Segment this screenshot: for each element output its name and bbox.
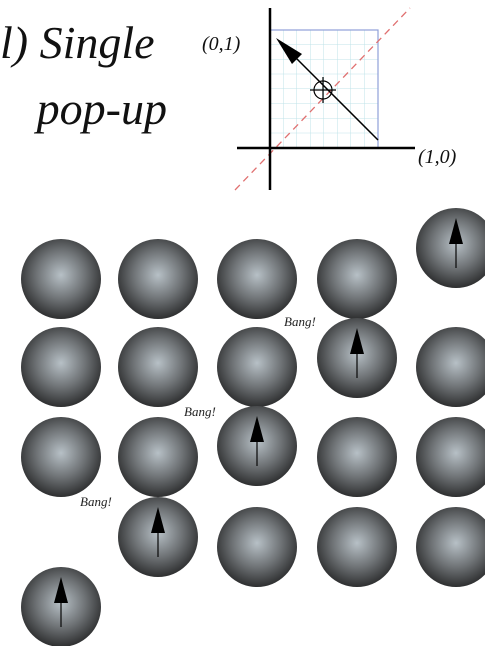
ball	[118, 327, 198, 407]
right-label: (1,0)	[418, 146, 457, 168]
ball	[317, 507, 397, 587]
ball	[416, 417, 485, 497]
ball	[416, 208, 485, 288]
title-line2: pop-up	[34, 83, 167, 134]
ball	[217, 327, 297, 407]
ball	[317, 239, 397, 319]
ball	[21, 327, 101, 407]
ball	[21, 239, 101, 319]
title-line1: l) Single	[0, 17, 155, 68]
bang-label: Bang!	[184, 404, 216, 419]
ball	[21, 417, 101, 497]
ball	[217, 239, 297, 319]
ball	[317, 417, 397, 497]
top-label: (0,1)	[202, 33, 241, 55]
ball	[217, 507, 297, 587]
ball	[416, 507, 485, 587]
balls	[21, 208, 485, 646]
ball	[118, 417, 198, 497]
diagram: l) Single pop-up (0,1) (1,0) Bang! Bang!…	[0, 0, 485, 646]
ball	[118, 239, 198, 319]
ball	[416, 327, 485, 407]
bang-label: Bang!	[284, 314, 316, 329]
axis-diagram	[235, 8, 415, 190]
bang-label: Bang!	[80, 494, 112, 509]
